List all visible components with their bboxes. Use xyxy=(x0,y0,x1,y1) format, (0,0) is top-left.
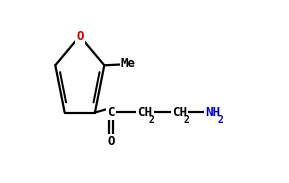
Text: 2: 2 xyxy=(149,115,155,125)
Text: CH: CH xyxy=(137,106,152,119)
Text: CH: CH xyxy=(172,106,187,119)
Text: 2: 2 xyxy=(184,115,190,125)
Text: O: O xyxy=(76,29,84,43)
Text: C: C xyxy=(108,106,115,119)
Text: 2: 2 xyxy=(217,115,223,125)
Text: Me: Me xyxy=(121,57,136,70)
Text: NH: NH xyxy=(205,106,221,119)
Text: O: O xyxy=(108,135,115,148)
